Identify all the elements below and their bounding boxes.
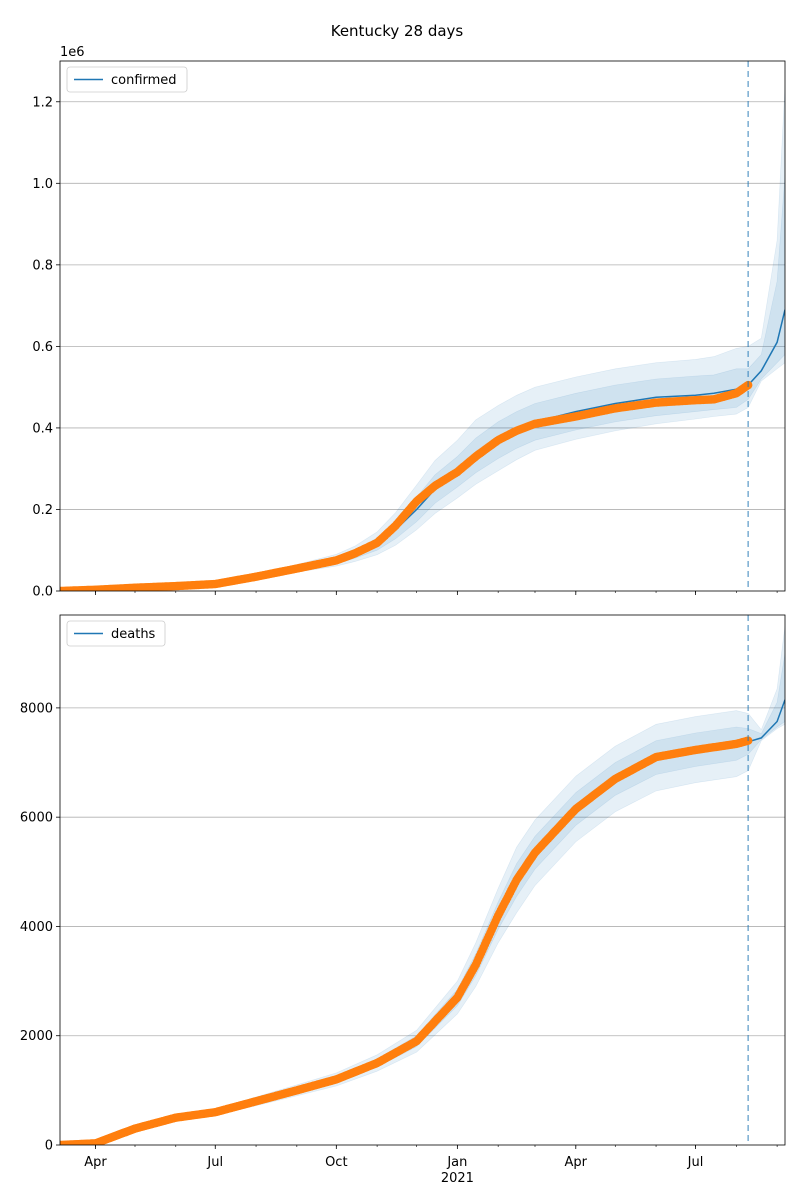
figure-title: Kentucky 28 days <box>331 22 464 40</box>
uncertainty-band <box>60 85 785 591</box>
x-tick-label: Oct <box>325 1155 347 1170</box>
y-tick-label: 2000 <box>20 1029 53 1044</box>
y-tick-label: 0.0 <box>32 585 53 600</box>
legend: confirmed <box>66 66 188 93</box>
legend: deaths <box>66 620 166 647</box>
axes-frame <box>59 60 786 592</box>
x-tick-label: Jul <box>206 1155 223 1170</box>
observed-series <box>60 736 753 1145</box>
plot-area <box>60 625 785 1145</box>
y-tick-label: 0.8 <box>32 258 53 273</box>
y-offset-label: 1e6 <box>60 45 85 60</box>
x-axis-tick-labels: Apr Jul Oct Jan Apr Jul 2021 <box>84 1155 703 1186</box>
legend-box <box>66 66 188 93</box>
observed-series <box>60 380 753 591</box>
x-tick-label: Jan <box>446 1155 467 1170</box>
y-tick-label: 6000 <box>20 811 53 826</box>
y-tick-label: 0.2 <box>32 503 53 518</box>
model-line <box>60 309 785 591</box>
x-tick-label: Apr <box>84 1155 107 1170</box>
uncertainty-band <box>60 625 785 1145</box>
y-tick-label: 1.0 <box>32 177 53 192</box>
x-tick-label: Apr <box>565 1155 588 1170</box>
confirmed-axes: 0.0 0.2 0.4 0.6 0.8 1.0 1.2 1e6 confirmed <box>32 45 786 600</box>
y-tick-label: 0.4 <box>32 421 53 436</box>
y-tick-label: 8000 <box>20 701 53 716</box>
legend-label: deaths <box>111 627 156 642</box>
x-tick-label: Jul <box>687 1155 704 1170</box>
y-tick-label: 0 <box>45 1139 53 1154</box>
deaths-axes: 0 2000 4000 6000 8000 deaths <box>20 614 786 1154</box>
legend-label: confirmed <box>111 73 177 88</box>
y-tick-label: 4000 <box>20 920 53 935</box>
plot-area <box>60 85 785 591</box>
axes-frame <box>59 614 786 1146</box>
y-tick-label: 0.6 <box>32 340 53 355</box>
y-tick-label: 1.2 <box>32 95 53 110</box>
legend-box <box>66 620 166 647</box>
x-year-label: 2021 <box>441 1171 474 1186</box>
